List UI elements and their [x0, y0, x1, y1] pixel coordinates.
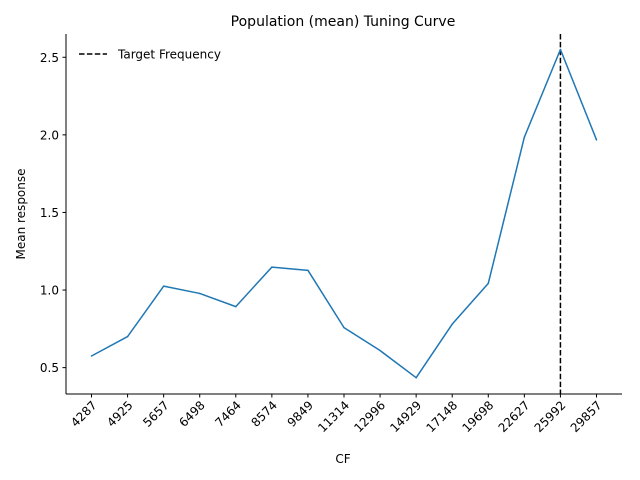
x-tick-label: 14929	[387, 398, 424, 435]
x-tick-label: 22627	[496, 398, 533, 435]
x-tick-label: 9849	[285, 398, 316, 429]
plot-area: 0.5 1.0 1.5 2.0 2.5 4287 4925 5657 6498 7464 8574 9…	[40, 34, 605, 435]
x-tick-label: 8574	[248, 398, 279, 429]
x-tick-label: 6498	[176, 398, 207, 429]
chart-title: Population (mean) Tuning Curve	[231, 14, 456, 30]
data-point	[595, 139, 598, 141]
x-tick-label: 4925	[104, 398, 135, 429]
data-point	[126, 335, 129, 338]
data-point	[451, 323, 453, 325]
y-tick-label: 1.0	[40, 284, 59, 298]
y-tick-label: 0.5	[40, 361, 59, 375]
data-point	[271, 266, 273, 268]
y-axis-title: Mean response	[14, 168, 28, 259]
x-tick-label: 7464	[212, 398, 243, 429]
x-tick-label: 17148	[423, 398, 460, 435]
x-tick-label: 11314	[315, 398, 352, 435]
data-point	[415, 376, 417, 379]
data-point	[523, 136, 526, 138]
y-tick-label: 2.0	[40, 128, 59, 142]
data-point	[90, 355, 93, 357]
data-point	[198, 292, 201, 295]
y-tick-label: 2.5	[40, 51, 59, 65]
x-tick-label: 19698	[460, 398, 497, 435]
data-point	[235, 305, 237, 308]
x-tick-label: 29857	[568, 398, 605, 435]
y-tick-label: 1.5	[40, 206, 59, 220]
x-axis-title: CF	[335, 452, 350, 466]
x-tick-label: 25992	[532, 398, 569, 435]
legend-target-label: Target Frequency	[117, 48, 221, 62]
data-point	[487, 282, 490, 285]
data-point	[559, 48, 562, 51]
x-tick-label: 12996	[351, 398, 388, 435]
data-point	[162, 285, 165, 287]
data-point	[307, 269, 309, 272]
data-point	[343, 326, 345, 329]
legend: Target Frequency	[79, 48, 221, 62]
data-point	[379, 349, 381, 352]
x-tick-label: 4287	[68, 398, 99, 429]
x-tick-label: 5657	[140, 398, 171, 429]
series-line	[91, 48, 598, 379]
